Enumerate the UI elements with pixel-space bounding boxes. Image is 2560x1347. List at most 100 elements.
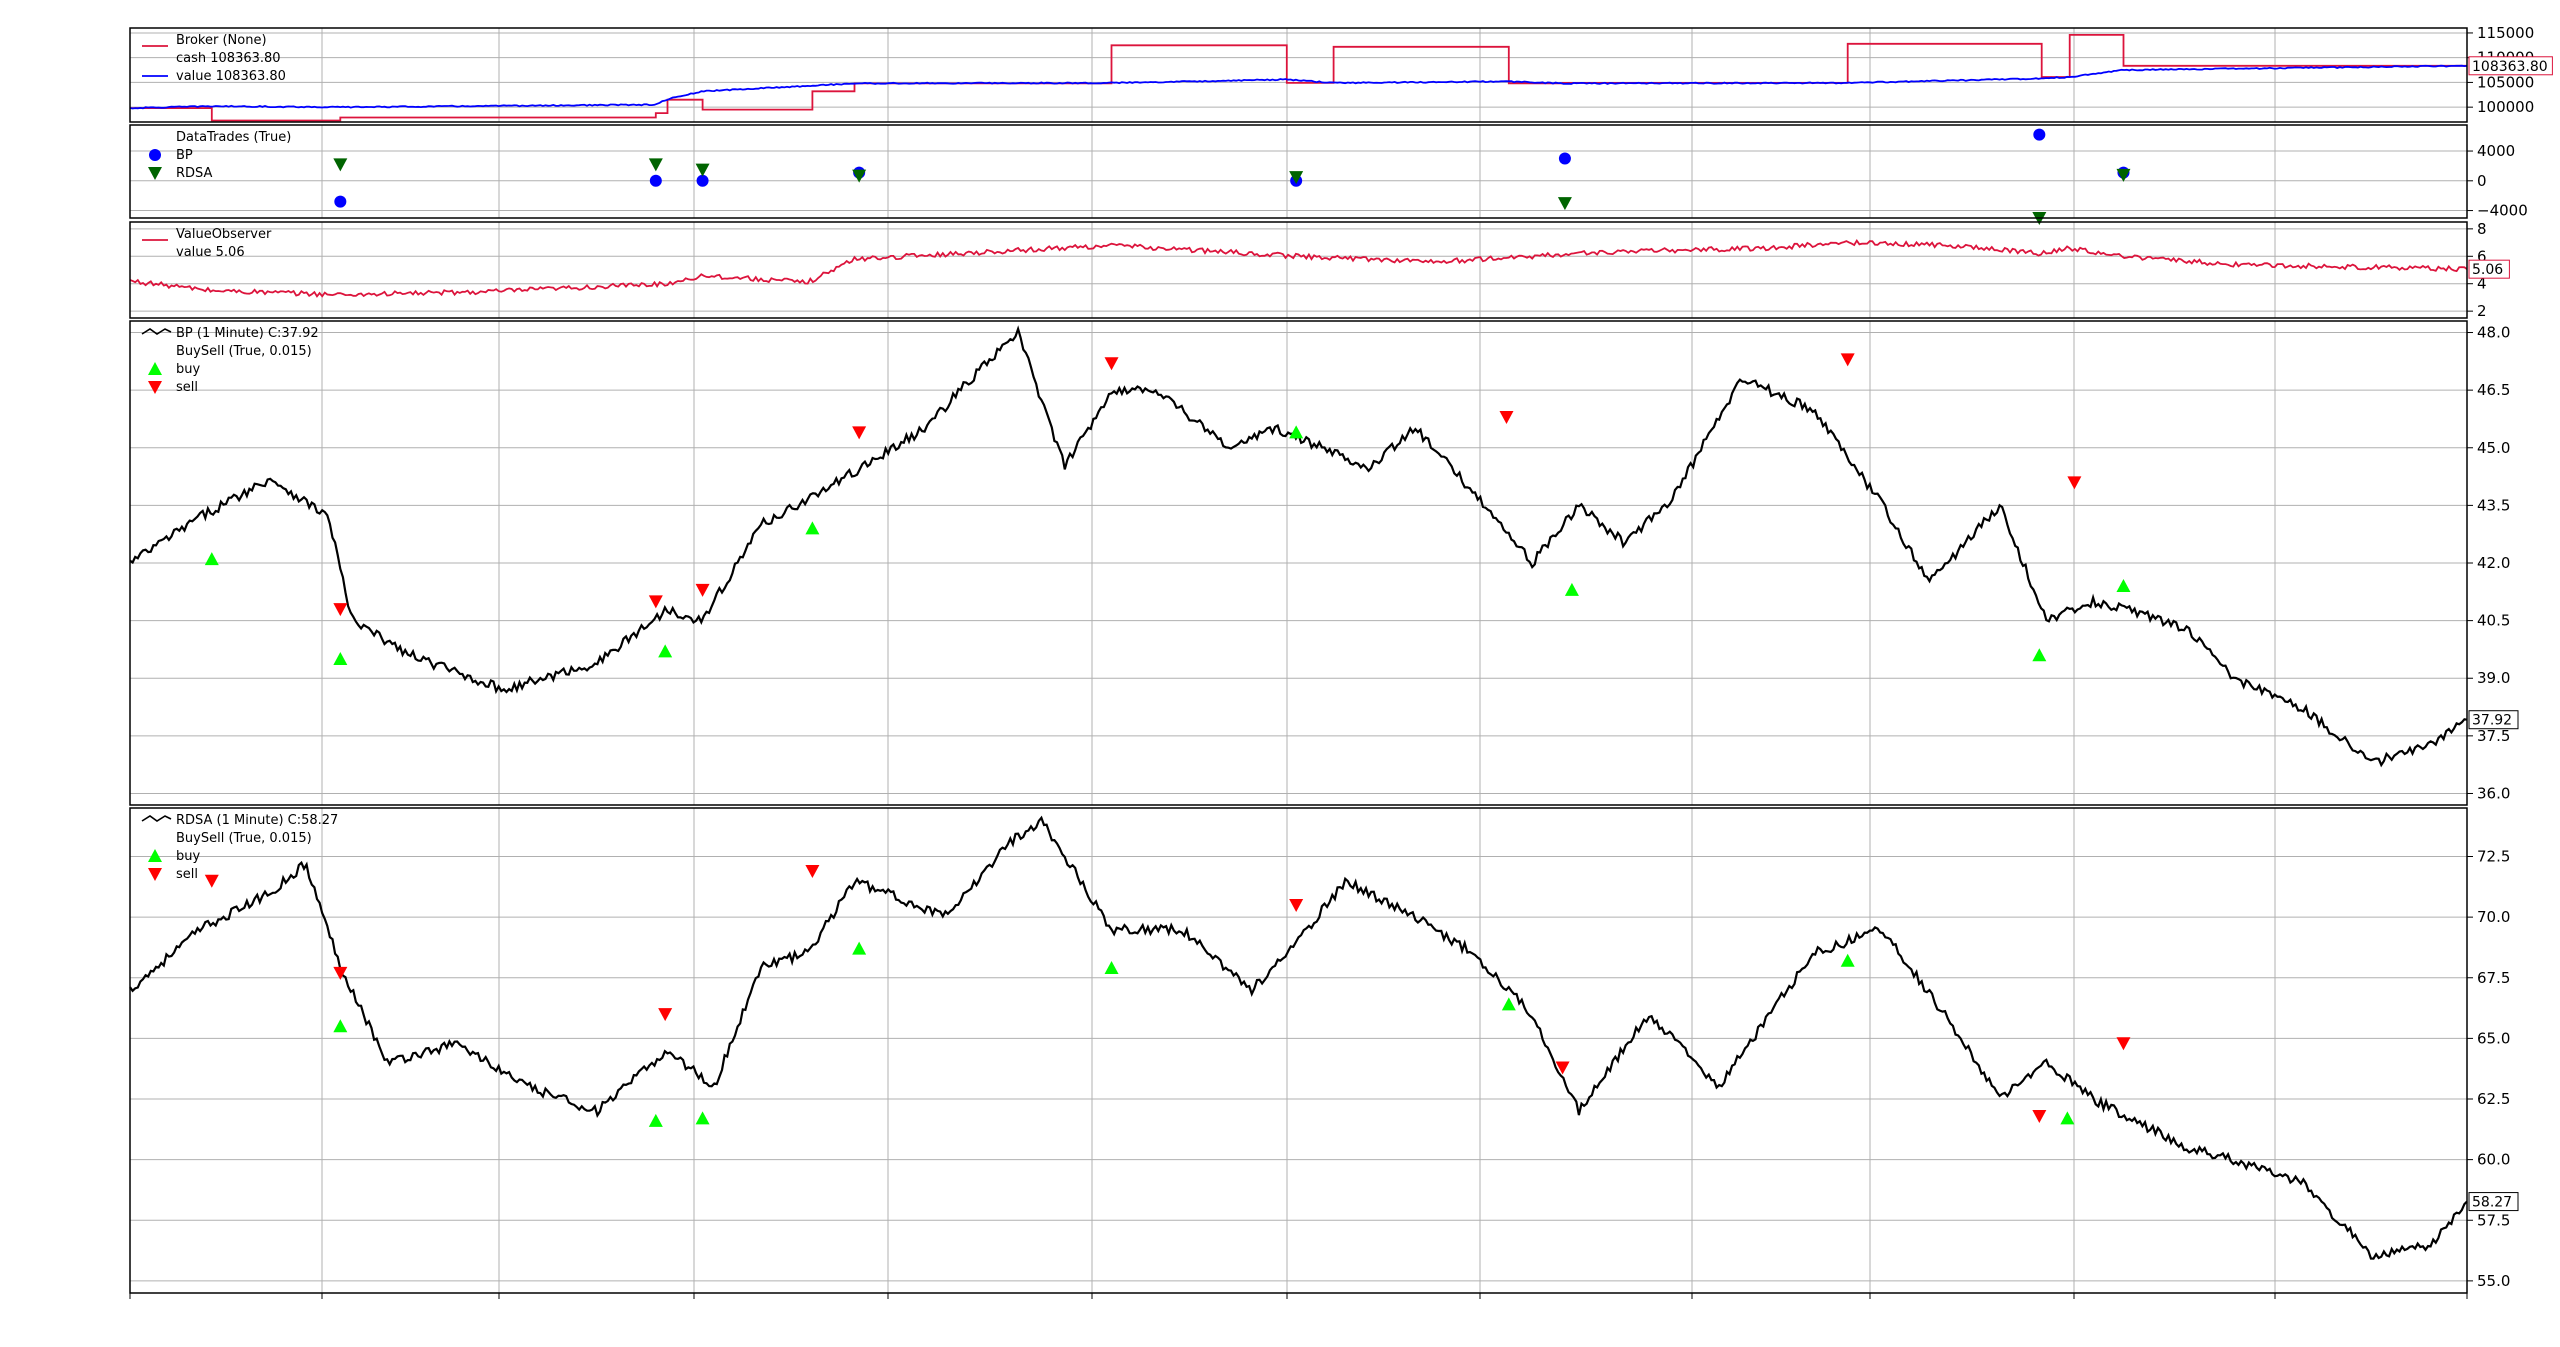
legend-item-label: BuySell (True, 0.015) — [176, 831, 312, 846]
legend-item-label: sell — [176, 380, 198, 395]
panel-datatrades: −4000 0 4000 DataTrades (True) BP RDSA — [129, 124, 2528, 225]
y-tick-label: 0 — [2477, 172, 2487, 190]
buy-marker — [1104, 961, 1119, 975]
rdsa-trade-point — [1289, 171, 1304, 185]
legend-line-swatch — [141, 328, 172, 335]
sell-marker — [2116, 1037, 2131, 1051]
buy-marker — [2116, 579, 2131, 593]
y-tick-label: 65.0 — [2477, 1029, 2510, 1047]
y-tick-label: 67.5 — [2477, 969, 2510, 987]
y-tick-label: 8 — [2477, 220, 2487, 238]
legend-title: BP (1 Minute) C:37.92 — [176, 326, 319, 341]
y-tick-label: 62.5 — [2477, 1090, 2510, 1108]
buy-marker — [2060, 1111, 2075, 1125]
sell-marker — [1555, 1061, 1570, 1075]
last-value-box — [2468, 259, 2510, 279]
buy-marker — [204, 552, 219, 566]
legend: RDSA (1 Minute) C:58.27 BuySell (True, 0.… — [141, 813, 338, 882]
bp-trade-point — [2033, 128, 2046, 141]
legend-item-label: value 5.06 — [176, 245, 245, 260]
y-tick-label: 105000 — [2477, 73, 2534, 91]
rdsa-trade-point — [852, 169, 867, 183]
legend-sell-swatch — [148, 167, 162, 180]
y-tick-label: 48.0 — [2477, 324, 2510, 342]
y-tick-label: −4000 — [2477, 202, 2528, 220]
sell-marker — [648, 595, 663, 609]
panel-broker: 100000105000110000115000108363.80Broker … — [129, 24, 2553, 123]
legend: BP (1 Minute) C:37.92 BuySell (True, 0.01… — [141, 326, 319, 395]
bp-trade-point — [696, 174, 709, 187]
sell-marker — [1289, 899, 1304, 912]
rdsa-trade-point — [1557, 197, 1572, 211]
legend-buy-swatch — [148, 849, 162, 862]
series-close-line — [129, 815, 2468, 1260]
legend-title: DataTrades (True) — [176, 130, 291, 145]
y-tick-label: 70.0 — [2477, 908, 2510, 926]
legend-title: Broker (None) — [176, 33, 267, 48]
buy-marker — [1501, 997, 1516, 1011]
buy-marker — [2032, 648, 2047, 662]
sell-marker — [852, 426, 867, 440]
legend-buy-swatch — [148, 362, 162, 375]
panel-frame — [129, 27, 2468, 123]
legend-item-label: BP — [176, 148, 193, 163]
buy-marker — [852, 941, 867, 955]
series-value-line — [129, 64, 2468, 110]
panel-valueobserver: 2 4 6 8 5.06 ValueObserver value 5.06 — [129, 220, 2510, 320]
last-value-label: 108363.80 — [2472, 59, 2548, 75]
y-tick-label: 72.5 — [2477, 848, 2510, 866]
buy-marker — [658, 644, 673, 658]
legend-item-label: sell — [176, 867, 198, 882]
buy-marker — [333, 1019, 348, 1033]
buy-marker — [648, 1113, 663, 1127]
legend-item-label: cash 108363.80 — [176, 51, 281, 66]
bp-trade-point — [1558, 152, 1571, 165]
legend-item-label: buy — [176, 849, 200, 864]
series-value-line — [129, 238, 2468, 298]
series-cash-line — [130, 34, 2467, 122]
y-tick-label: 39.0 — [2477, 669, 2510, 687]
y-tick-label: 60.0 — [2477, 1151, 2510, 1169]
y-tick-label: 4000 — [2477, 142, 2515, 160]
y-tick-label: 36.0 — [2477, 784, 2510, 802]
legend-line-swatch — [141, 815, 172, 822]
legend-sell-swatch — [148, 381, 162, 394]
y-tick-label: 43.5 — [2477, 496, 2510, 514]
panel-rdsa: 55.0 57.5 60.0 62.5 65.0 67.5 70.0 72.5 58.27 RDS… — [129, 807, 2519, 1294]
y-tick-label: 37.5 — [2477, 727, 2510, 745]
y-tick-label: 57.5 — [2477, 1211, 2510, 1229]
legend: Broker (None) cash 108363.80 value 108363.… — [142, 33, 286, 84]
y-tick-label: 2 — [2477, 302, 2487, 320]
buy-marker — [1564, 582, 1579, 596]
buy-marker — [695, 1111, 710, 1125]
legend-item-label: buy — [176, 362, 200, 377]
legend-title: RDSA (1 Minute) C:58.27 — [176, 813, 338, 828]
y-tick-label: 40.5 — [2477, 612, 2510, 630]
sell-marker — [1840, 353, 1855, 367]
rdsa-trade-point — [333, 158, 348, 172]
sell-marker — [805, 865, 820, 879]
sell-marker — [2032, 1109, 2047, 1123]
last-value-box — [2468, 56, 2553, 76]
buy-marker — [1289, 425, 1304, 439]
y-tick-label: 6 — [2477, 247, 2487, 265]
y-tick-label: 46.5 — [2477, 381, 2510, 399]
legend-circle-swatch — [149, 149, 161, 161]
sell-marker — [658, 1008, 673, 1022]
last-value-label: 58.27 — [2472, 1195, 2512, 1211]
last-value-label: 37.92 — [2472, 713, 2512, 729]
rdsa-trade-point — [695, 163, 710, 177]
sell-marker — [333, 603, 348, 617]
sell-marker — [333, 966, 348, 980]
panel-frame — [129, 807, 2468, 1294]
sell-marker — [1499, 411, 1514, 425]
bp-trade-point — [334, 195, 347, 208]
legend-title: ValueObserver — [176, 227, 272, 242]
rdsa-trade-point — [2116, 168, 2131, 182]
legend: ValueObserver value 5.06 — [142, 227, 272, 260]
y-tick-label: 115000 — [2477, 24, 2534, 42]
y-tick-label: 4 — [2477, 275, 2487, 293]
buy-marker — [333, 652, 348, 666]
